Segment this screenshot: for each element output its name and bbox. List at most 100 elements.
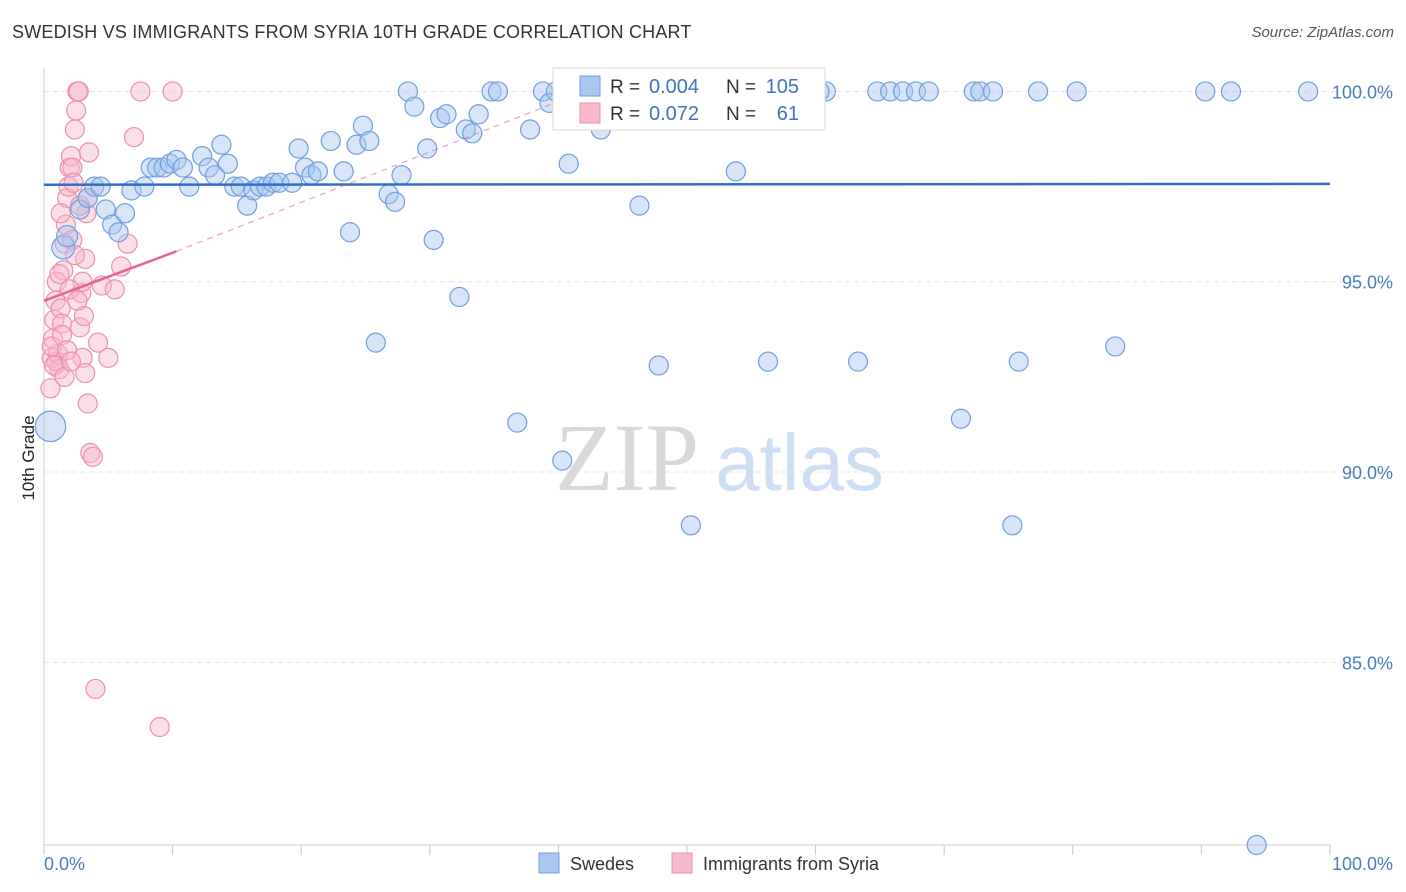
swedes-point-82 [847, 351, 869, 372]
x-tick-label-max: 100.0% [1332, 854, 1393, 874]
syria-point-18 [63, 172, 84, 193]
swedes-point-56 [462, 123, 483, 144]
swedes-point-34 [288, 138, 309, 159]
swedes-point-10 [114, 203, 136, 224]
swedes-point-57 [468, 104, 489, 125]
series-legend: Swedes Immigrants from Syria [538, 852, 880, 874]
swedes-point-101 [648, 355, 669, 376]
swedes-point-52 [429, 107, 451, 129]
syria-point-26 [73, 305, 94, 327]
swedes-point-3 [69, 199, 91, 220]
legend-swatch-syria [671, 852, 693, 874]
swedes-point-7 [95, 199, 116, 220]
syria-point-43 [72, 347, 93, 368]
syria-point-22 [68, 81, 89, 102]
syria-point-44 [75, 362, 96, 384]
swedes-point-5 [84, 176, 105, 197]
syria-point-20 [66, 100, 87, 121]
syria-point-57 [149, 716, 170, 738]
stats-r-label-pink: R = [610, 104, 640, 125]
syria-point-30 [78, 142, 100, 163]
swedes-point-55 [455, 119, 476, 140]
swedes-point-41 [346, 134, 367, 155]
source-credit: Source: ZipAtlas.com [1251, 24, 1394, 41]
syria-point-49 [87, 332, 109, 353]
swedes-point-92 [1002, 515, 1023, 536]
syria-point-58 [162, 81, 183, 102]
swedes-point-44 [365, 332, 386, 353]
y-tick-label-85: 85.0% [1342, 653, 1393, 673]
swedes-point-93 [1008, 351, 1029, 372]
syria-point-34 [49, 264, 70, 285]
syria-point-51 [98, 347, 119, 368]
swedes-point-9 [108, 222, 129, 243]
stats-r-label-blue: R = [610, 77, 640, 98]
swedes-trend-line [43, 182, 1331, 186]
swedes-point-23 [211, 134, 232, 155]
syria-point-33 [46, 271, 67, 292]
swedes-point-37 [307, 161, 329, 182]
syria-point-19 [64, 119, 85, 140]
syria-point-36 [54, 366, 75, 387]
stats-r-value-blue: 0.004 [649, 76, 699, 98]
swedes-point-25 [224, 176, 245, 197]
swedes-point-33 [282, 172, 303, 193]
swedes-point-16 [159, 153, 181, 174]
stats-n-label-blue: N = [726, 77, 756, 98]
watermark-atlas: atlas [715, 418, 884, 507]
swedes-point-20 [192, 146, 213, 167]
chart-title: SWEDISH VS IMMIGRANTS FROM SYRIA 10TH GR… [12, 22, 692, 42]
legend-swatch-swedes [538, 852, 560, 874]
swedes-point-73 [680, 515, 701, 536]
swedes-point-47 [391, 165, 412, 186]
y-tick-label-90: 90.0% [1342, 463, 1393, 483]
syria-point-0 [40, 378, 61, 399]
y-tick-label-100: 100.0% [1332, 82, 1393, 102]
swedes-point-77 [757, 351, 779, 372]
syria-point-48 [85, 678, 106, 700]
syria-point-32 [44, 355, 65, 376]
watermark-zip: ZIP [555, 404, 699, 511]
syria-point-55 [123, 127, 145, 148]
syria-point-27 [75, 248, 96, 270]
swedes-point-39 [333, 161, 354, 182]
swedes-point-91 [982, 81, 1004, 102]
swedes-point-43 [359, 130, 380, 152]
swedes-point-42 [352, 115, 374, 136]
syria-point-12 [55, 214, 76, 235]
syria-point-17 [62, 157, 83, 178]
swedes-point-87 [918, 81, 939, 102]
swedes-point-0 [34, 410, 67, 443]
syria-point-47 [82, 446, 103, 467]
swedes-point-12 [134, 176, 155, 197]
swedes-point-14 [147, 157, 168, 178]
syria-point-41 [67, 290, 88, 311]
syria-point-60 [60, 351, 82, 372]
swedes-point-99 [1246, 834, 1267, 856]
stats-n-value-pink: 61 [777, 103, 799, 125]
stats-swatch-blue [579, 75, 601, 97]
swedes-point-66 [558, 153, 579, 174]
swedes-point-98 [1220, 81, 1242, 102]
swedes-point-29 [249, 176, 271, 197]
grid-lines [44, 90, 1390, 663]
y-axis-label: 10th Grade [19, 415, 38, 500]
swedes-point-46 [384, 191, 406, 212]
stats-swatch-pink [579, 102, 601, 124]
swedes-point-94 [1027, 81, 1049, 102]
legend-label-syria: Immigrants from Syria [703, 854, 880, 874]
syria-trend-line [43, 250, 177, 302]
stats-n-value-blue: 105 [766, 76, 799, 98]
syria-trend-extension [176, 90, 585, 252]
swedes-point-58 [481, 81, 502, 102]
stats-n-label-pink: N = [726, 104, 756, 125]
stats-r-value-pink: 0.072 [649, 103, 699, 125]
swedes-point-30 [256, 176, 277, 197]
syria-point-52 [104, 279, 125, 300]
swedes-point-49 [404, 96, 425, 117]
swedes-point-38 [320, 130, 341, 152]
swedes-point-40 [339, 222, 361, 243]
swedes-point-88 [950, 408, 972, 429]
syria-point-8 [50, 298, 71, 319]
